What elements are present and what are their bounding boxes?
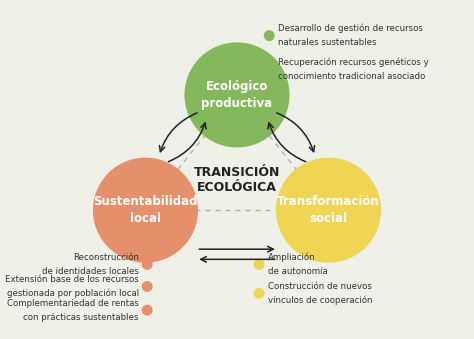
Circle shape <box>254 288 264 298</box>
Text: Construcción de nuevos: Construcción de nuevos <box>267 282 372 291</box>
Text: naturales sustentables: naturales sustentables <box>278 38 376 47</box>
Text: de autonomía: de autonomía <box>267 267 327 276</box>
Text: Sustentabilidad
local: Sustentabilidad local <box>93 195 198 225</box>
Text: TRANSICIÓN
ECOLÓGICA: TRANSICIÓN ECOLÓGICA <box>194 166 280 194</box>
Text: de identidades locales: de identidades locales <box>42 267 139 276</box>
Text: Extensión base de los recursos: Extensión base de los recursos <box>5 275 139 284</box>
Circle shape <box>264 65 274 74</box>
Circle shape <box>264 31 274 40</box>
Text: Recuperación recursos genéticos y: Recuperación recursos genéticos y <box>278 58 428 67</box>
Circle shape <box>142 260 152 269</box>
Text: Reconstrucción: Reconstrucción <box>73 253 139 262</box>
Text: conocimiento tradicional asociado: conocimiento tradicional asociado <box>278 72 425 81</box>
Text: Complementariedad de rentas: Complementariedad de rentas <box>7 299 139 308</box>
Text: gestionada por población local: gestionada por población local <box>7 289 139 298</box>
Text: Transformación
social: Transformación social <box>277 195 380 225</box>
Text: Desarrollo de gestión de recursos: Desarrollo de gestión de recursos <box>278 24 422 33</box>
Circle shape <box>276 158 381 263</box>
Circle shape <box>254 260 264 269</box>
Circle shape <box>142 282 152 291</box>
Text: Ampliación: Ampliación <box>267 253 315 262</box>
Text: con prácticas sustentables: con prácticas sustentables <box>23 313 139 322</box>
Circle shape <box>142 305 152 315</box>
Text: vínculos de cooperación: vínculos de cooperación <box>267 296 372 305</box>
Circle shape <box>184 42 290 147</box>
Circle shape <box>93 158 198 263</box>
Text: Ecológico
productiva: Ecológico productiva <box>201 80 273 110</box>
